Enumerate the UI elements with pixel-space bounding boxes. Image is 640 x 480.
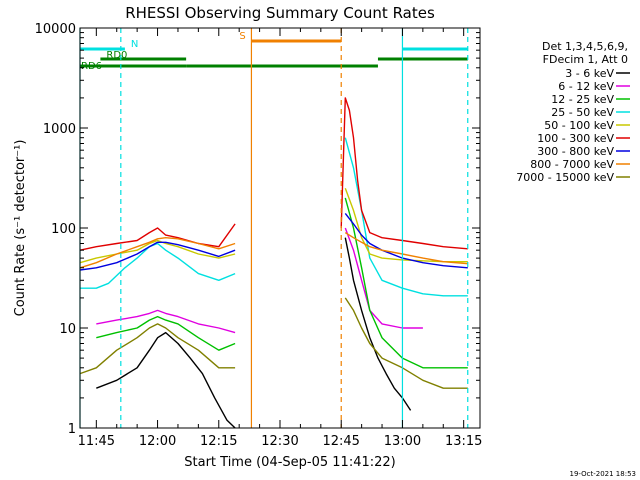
flag-annotations: N S RD0 RD6 bbox=[80, 31, 468, 72]
y-axis-label: Count Rate (s⁻¹ detector⁻¹) bbox=[13, 140, 28, 317]
y-tick-label: 1000 bbox=[43, 122, 76, 137]
series-800-7000-kev-line bbox=[344, 232, 468, 265]
x-tick-label: 13:15 bbox=[445, 434, 482, 449]
flag-n-label: N bbox=[131, 39, 138, 50]
legend-entry-label: 6 - 12 keV bbox=[558, 80, 614, 93]
series-12-25-kev-line bbox=[96, 315, 236, 351]
x-tick-label: 12:30 bbox=[261, 434, 298, 449]
x-tick-label: 12:00 bbox=[139, 434, 176, 449]
series-7000-15000-kev-line bbox=[344, 297, 468, 389]
x-tick-label: 13:00 bbox=[384, 434, 421, 449]
x-axis-label: Start Time (04-Sep-05 11:41:22) bbox=[184, 455, 395, 470]
series-300-800-kev-line bbox=[79, 241, 236, 271]
flag-s-label: S bbox=[239, 31, 245, 42]
legend-entry-label: 300 - 800 keV bbox=[537, 145, 614, 158]
legend-entry-label: 3 - 6 keV bbox=[565, 67, 614, 80]
footer-timestamp: 19-Oct-2021 18:53 bbox=[570, 470, 636, 478]
y-tick-label: 10 bbox=[59, 322, 76, 337]
legend: Det 1,3,4,5,6,9, FDecim 1, Att 0 3 - 6 k… bbox=[516, 40, 630, 184]
series-50-100-kev-line bbox=[344, 187, 468, 263]
legend-entry-label: 7000 - 15000 keV bbox=[516, 171, 614, 184]
y-tick-label: 1 bbox=[68, 422, 76, 437]
y-tick-label: 100 bbox=[51, 222, 76, 237]
legend-header-line-2: FDecim 1, Att 0 bbox=[543, 53, 628, 66]
plot-background bbox=[80, 28, 480, 428]
legend-entry-label: 800 - 7000 keV bbox=[530, 158, 614, 171]
plot-area bbox=[80, 28, 480, 428]
y-tick-label: 10000 bbox=[35, 22, 76, 37]
series-25-50-kev-line bbox=[344, 137, 468, 297]
series-50-100-kev-line bbox=[79, 239, 236, 264]
series-100-300-kev-line bbox=[340, 97, 468, 250]
x-tick-label: 11:45 bbox=[78, 434, 115, 449]
legend-header-line-1: Det 1,3,4,5,6,9, bbox=[542, 40, 628, 53]
legend-entry-label: 25 - 50 keV bbox=[551, 106, 614, 119]
chart-title: RHESSI Observing Summary Count Rates bbox=[125, 4, 435, 22]
series-7000-15000-kev-line bbox=[79, 323, 236, 375]
x-tick-label: 12:45 bbox=[322, 434, 359, 449]
series-800-7000-kev-line bbox=[79, 236, 236, 269]
series-6-12-kev-line bbox=[96, 309, 236, 334]
legend-entry-label: 100 - 300 keV bbox=[537, 132, 614, 145]
flag-rd6-label: RD6 bbox=[81, 61, 102, 72]
series-lines bbox=[79, 97, 468, 429]
legend-entry-label: 50 - 100 keV bbox=[544, 119, 614, 132]
series-12-25-kev-line bbox=[344, 197, 468, 369]
axes: 11:45 12:00 12:15 12:30 12:45 13:00 13:15 1 10 10… bbox=[35, 22, 483, 449]
legend-entry-label: 12 - 25 keV bbox=[551, 93, 614, 106]
x-tick-label: 12:15 bbox=[200, 434, 237, 449]
series-3-6-kev-line bbox=[96, 331, 236, 429]
flag-rd0-label: RD0 bbox=[106, 50, 127, 61]
